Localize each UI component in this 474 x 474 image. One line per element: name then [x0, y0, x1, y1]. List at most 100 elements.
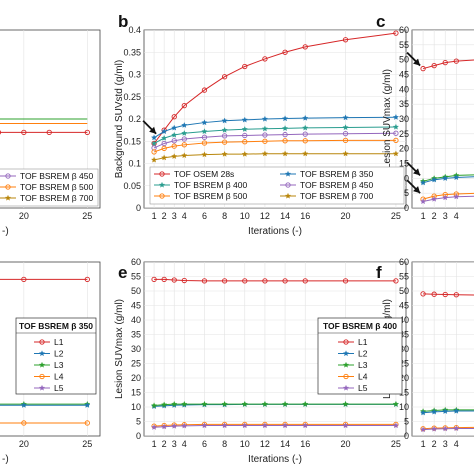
- legend-label: L2: [54, 349, 64, 359]
- data-point: [0, 130, 2, 135]
- x-axis-label: Iterations (-): [248, 454, 302, 465]
- data-point: [221, 150, 228, 157]
- x-tick-label: 2: [162, 211, 167, 221]
- panel-label: c: [376, 12, 385, 31]
- legend-marker: [38, 361, 46, 368]
- data-point: [151, 134, 158, 141]
- data-point: [302, 400, 309, 407]
- data-point: [161, 134, 168, 141]
- data-point: [261, 150, 268, 157]
- data-point: [431, 176, 438, 183]
- data-point: [392, 123, 399, 130]
- data-point: [171, 138, 177, 144]
- data-point: [453, 193, 460, 200]
- data-point: [181, 136, 187, 142]
- data-point: [181, 152, 188, 159]
- data-point: [151, 156, 158, 163]
- x-tick-label: 3: [172, 439, 177, 449]
- data-point: [302, 131, 308, 137]
- legend-label: L4: [358, 372, 368, 382]
- legend-label: TOF BSREM β 500: [20, 182, 93, 192]
- data-point: [302, 278, 308, 284]
- legend-label: TOF BSREM β 700: [20, 193, 93, 203]
- series-line: [423, 293, 474, 296]
- x-tick-label: 4: [182, 211, 187, 221]
- data-point: [282, 131, 288, 138]
- y-tick-label: 5: [404, 417, 409, 427]
- data-point: [181, 400, 188, 407]
- y-tick-label: 0: [136, 431, 141, 441]
- data-point: [420, 198, 427, 205]
- data-point: [151, 402, 158, 409]
- y-tick-label: 35: [399, 99, 409, 109]
- data-point: [221, 139, 228, 145]
- data-point: [342, 150, 349, 157]
- series-group: [420, 58, 474, 205]
- data-point: [453, 292, 459, 298]
- y-tick-label: 0: [136, 203, 141, 213]
- data-point: [282, 422, 289, 429]
- data-point: [201, 87, 208, 93]
- data-point: [201, 128, 208, 135]
- series-line: [422, 59, 474, 70]
- data-point: [181, 103, 187, 109]
- legend-marker: [285, 182, 291, 188]
- data-point: [262, 278, 268, 284]
- data-point: [161, 423, 168, 430]
- data-point: [261, 125, 268, 132]
- data-point: [151, 149, 157, 155]
- data-point: [46, 129, 52, 136]
- y-tick-label: 50: [399, 55, 409, 65]
- data-point: [201, 140, 208, 146]
- data-point: [181, 422, 188, 429]
- x-tick-label: 4: [454, 439, 459, 449]
- x-tick-label: 4: [454, 211, 459, 221]
- y-tick-label: 60: [399, 25, 409, 35]
- legend-title: TOF BSREM β 350: [19, 321, 93, 331]
- data-point: [241, 116, 248, 123]
- data-point: [302, 114, 309, 121]
- y-tick-label: 55: [131, 272, 141, 282]
- series-group: [0, 118, 90, 136]
- data-point: [221, 133, 228, 139]
- y-axis-label: Lesion SUVmax (g/ml): [382, 69, 393, 169]
- legend-marker: [159, 193, 165, 199]
- data-point: [393, 30, 399, 36]
- data-point: [221, 74, 228, 80]
- data-point: [282, 150, 289, 157]
- panel-label: f: [376, 263, 382, 282]
- legend-box: [317, 317, 403, 395]
- series-line: [153, 139, 396, 153]
- data-point: [171, 114, 177, 120]
- x-axis-label-partial: -): [2, 454, 9, 465]
- x-tick-label: 1: [152, 211, 157, 221]
- data-point: [242, 278, 248, 284]
- y-tick-label: 10: [399, 402, 409, 412]
- x-tick-label: 4: [182, 439, 187, 449]
- y-tick-label: 0: [404, 203, 409, 213]
- y-tick-label: 35: [131, 330, 141, 340]
- data-point: [201, 151, 208, 158]
- legend-label: TOF BSREM β 350: [300, 169, 373, 179]
- data-point: [420, 179, 427, 186]
- data-point: [420, 409, 427, 416]
- series-group: [0, 276, 91, 426]
- legend-label: L5: [358, 383, 368, 393]
- legend-marker: [159, 171, 165, 177]
- data-point: [420, 291, 426, 297]
- x-tick-label: 10: [240, 439, 250, 449]
- data-point: [161, 140, 167, 147]
- series-line: [153, 126, 396, 144]
- data-point: [431, 291, 437, 297]
- annotation-arrowhead: [413, 58, 421, 66]
- data-point: [201, 119, 208, 126]
- y-tick-label: 15: [399, 388, 409, 398]
- series-line: [153, 32, 396, 144]
- x-tick-label: 14: [280, 211, 290, 221]
- data-point: [171, 422, 178, 429]
- x-tick-label: 25: [82, 211, 92, 221]
- legend-label: L1: [358, 337, 368, 347]
- y-tick-label: 45: [399, 70, 409, 80]
